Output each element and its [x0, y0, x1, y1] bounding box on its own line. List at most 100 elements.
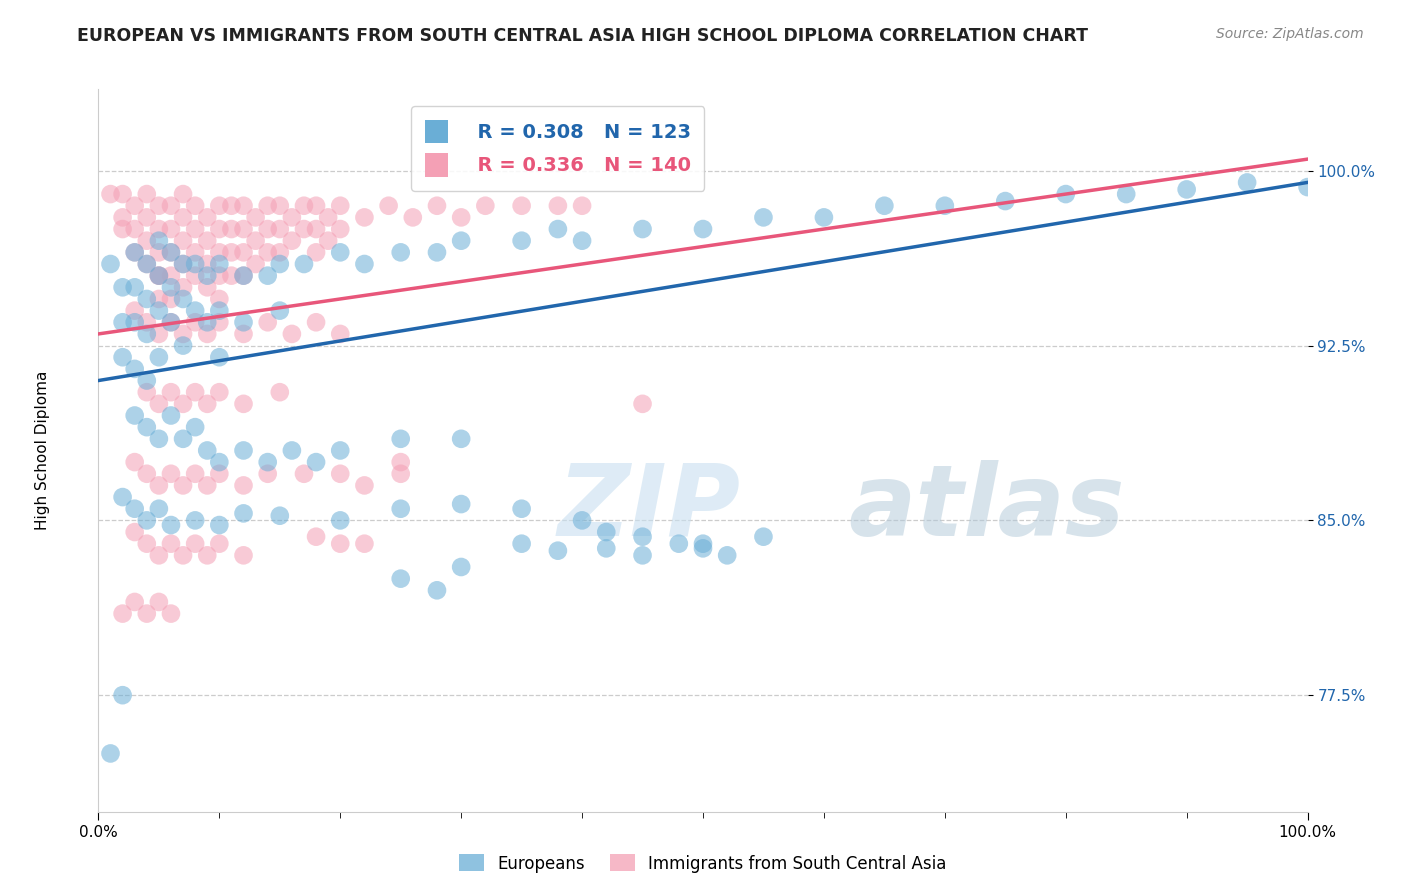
- Point: [135, 292, 157, 306]
- Point: [160, 268, 183, 283]
- Point: [692, 222, 714, 236]
- Point: [547, 543, 569, 558]
- Point: [208, 518, 231, 533]
- Point: [172, 338, 194, 352]
- Point: [269, 222, 291, 236]
- Point: [195, 234, 218, 248]
- Point: [256, 467, 278, 481]
- Point: [353, 257, 375, 271]
- Point: [208, 292, 231, 306]
- Point: [160, 280, 183, 294]
- Point: [631, 222, 654, 236]
- Point: [426, 245, 449, 260]
- Point: [124, 303, 146, 318]
- Point: [100, 187, 122, 202]
- Point: [245, 211, 267, 225]
- Point: [208, 467, 231, 481]
- Point: [195, 443, 218, 458]
- Point: [148, 501, 170, 516]
- Point: [195, 211, 218, 225]
- Point: [160, 537, 183, 551]
- Point: [329, 326, 352, 341]
- Point: [208, 350, 231, 364]
- Point: [184, 222, 207, 236]
- Point: [269, 257, 291, 271]
- Point: [426, 583, 449, 598]
- Point: [934, 199, 956, 213]
- Point: [256, 245, 278, 260]
- Point: [329, 443, 352, 458]
- Point: [124, 222, 146, 236]
- Point: [172, 257, 194, 271]
- Point: [124, 199, 146, 213]
- Point: [232, 478, 254, 492]
- Point: [305, 222, 328, 236]
- Point: [316, 234, 339, 248]
- Point: [124, 245, 146, 260]
- Point: [256, 315, 278, 329]
- Point: [305, 530, 328, 544]
- Point: [135, 234, 157, 248]
- Point: [571, 234, 593, 248]
- Point: [195, 280, 218, 294]
- Point: [571, 199, 593, 213]
- Point: [172, 397, 194, 411]
- Point: [184, 199, 207, 213]
- Point: [510, 537, 533, 551]
- Point: [752, 530, 775, 544]
- Point: [172, 211, 194, 225]
- Point: [184, 303, 207, 318]
- Point: [208, 222, 231, 236]
- Point: [208, 537, 231, 551]
- Point: [148, 326, 170, 341]
- Point: [184, 257, 207, 271]
- Point: [100, 747, 122, 761]
- Point: [160, 292, 183, 306]
- Point: [232, 549, 254, 563]
- Point: [329, 222, 352, 236]
- Point: [172, 234, 194, 248]
- Point: [631, 549, 654, 563]
- Point: [160, 518, 183, 533]
- Point: [160, 409, 183, 423]
- Point: [111, 187, 134, 202]
- Point: [281, 326, 304, 341]
- Point: [184, 513, 207, 527]
- Point: [111, 211, 134, 225]
- Point: [160, 467, 183, 481]
- Point: [148, 268, 170, 283]
- Point: [148, 595, 170, 609]
- Point: [208, 245, 231, 260]
- Point: [305, 455, 328, 469]
- Point: [184, 420, 207, 434]
- Point: [184, 385, 207, 400]
- Point: [135, 187, 157, 202]
- Point: [389, 501, 412, 516]
- Point: [716, 549, 738, 563]
- Point: [184, 467, 207, 481]
- Point: [305, 245, 328, 260]
- Point: [221, 245, 243, 260]
- Point: [160, 607, 183, 621]
- Text: atlas: atlas: [848, 459, 1125, 557]
- Point: [269, 385, 291, 400]
- Point: [208, 385, 231, 400]
- Point: [208, 257, 231, 271]
- Point: [111, 315, 134, 329]
- Point: [232, 315, 254, 329]
- Point: [281, 234, 304, 248]
- Point: [221, 268, 243, 283]
- Point: [195, 268, 218, 283]
- Point: [402, 211, 425, 225]
- Point: [172, 549, 194, 563]
- Point: [100, 257, 122, 271]
- Point: [329, 199, 352, 213]
- Point: [148, 268, 170, 283]
- Point: [135, 420, 157, 434]
- Point: [292, 199, 315, 213]
- Point: [195, 549, 218, 563]
- Point: [232, 222, 254, 236]
- Point: [195, 397, 218, 411]
- Point: [208, 315, 231, 329]
- Point: [353, 478, 375, 492]
